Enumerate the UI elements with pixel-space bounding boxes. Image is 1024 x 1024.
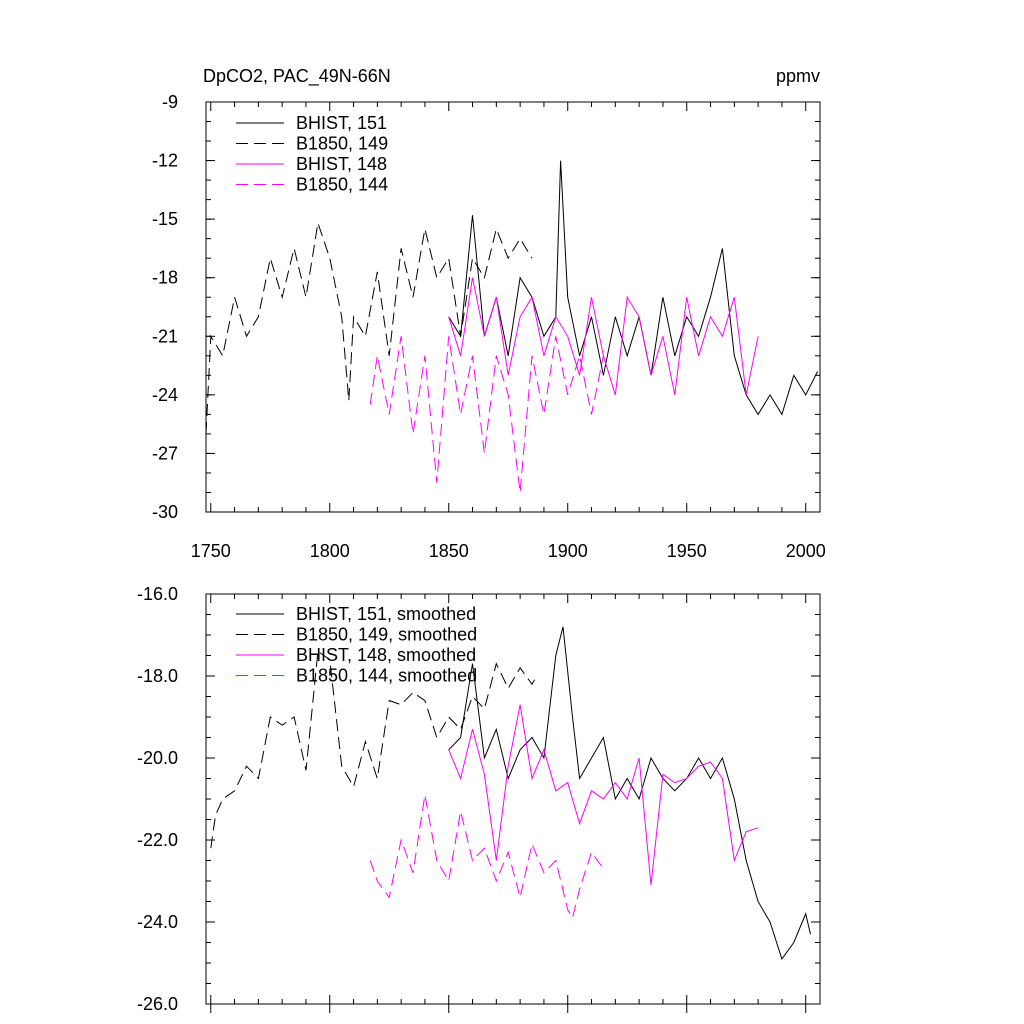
legend-entry-label: BHIST, 151, smoothed bbox=[296, 604, 476, 624]
legend-entry-label: BHIST, 148 bbox=[296, 154, 387, 174]
plot-frame bbox=[205, 101, 821, 513]
top-chart-title: DpCO2, PAC_49N-66N bbox=[203, 66, 391, 87]
series-line-bhist-148-smoothed bbox=[448, 704, 759, 886]
y-tick-label: -12 bbox=[152, 151, 178, 171]
y-tick-label: -16.0 bbox=[137, 584, 178, 604]
top-panel: DpCO2, PAC_49N-66N ppmv -9 -12 -15 -18 -21 -2… bbox=[152, 66, 826, 561]
x-tick-label: 1800 bbox=[310, 541, 350, 561]
y-tick-label: -18.0 bbox=[137, 666, 178, 686]
legend-entry-label: BHIST, 148, smoothed bbox=[296, 645, 476, 665]
x-tick-label: 1850 bbox=[429, 541, 469, 561]
legend-entry-label: B1850, 144, smoothed bbox=[296, 666, 477, 686]
x-tick-label: 2000 bbox=[786, 541, 826, 561]
y-tick-label: -9 bbox=[162, 92, 178, 112]
legend-entry-label: B1850, 149 bbox=[296, 134, 388, 154]
y-tick-label: -15 bbox=[152, 209, 178, 229]
series-line-b1850-144 bbox=[369, 336, 604, 493]
series-line-b1850-149 bbox=[206, 222, 533, 434]
top-chart-units: ppmv bbox=[776, 66, 820, 86]
x-tick-label: 1750 bbox=[191, 541, 231, 561]
legend-entry-label: B1850, 144 bbox=[296, 175, 388, 195]
x-tick-label: 1950 bbox=[667, 541, 707, 561]
y-tick-label: -18 bbox=[152, 268, 178, 288]
y-tick-label: -24 bbox=[152, 385, 178, 405]
legend-entry-label: BHIST, 151 bbox=[296, 113, 387, 133]
series-line-b1850-149-smoothed bbox=[210, 650, 538, 849]
bottom-panel: -16.0 -18.0 -20.0 -22.0 -24.0 -26.0 BHIST, 151… bbox=[137, 584, 821, 1014]
x-tick-label: 1900 bbox=[548, 541, 588, 561]
y-tick-label: -22.0 bbox=[137, 830, 178, 850]
series-line-bhist-151-smoothed bbox=[448, 626, 811, 960]
y-tick-label: -20.0 bbox=[137, 748, 178, 768]
y-tick-label: -24.0 bbox=[137, 912, 178, 932]
y-tick-label: -21 bbox=[152, 326, 178, 346]
series-line-bhist-151 bbox=[448, 160, 819, 416]
y-tick-label: -30 bbox=[152, 502, 178, 522]
series-line-b1850-144-smoothed bbox=[369, 794, 604, 920]
y-tick-label: -26.0 bbox=[137, 994, 178, 1014]
legend-entry-label: B1850, 149, smoothed bbox=[296, 625, 477, 645]
y-tick-label: -27 bbox=[152, 443, 178, 463]
